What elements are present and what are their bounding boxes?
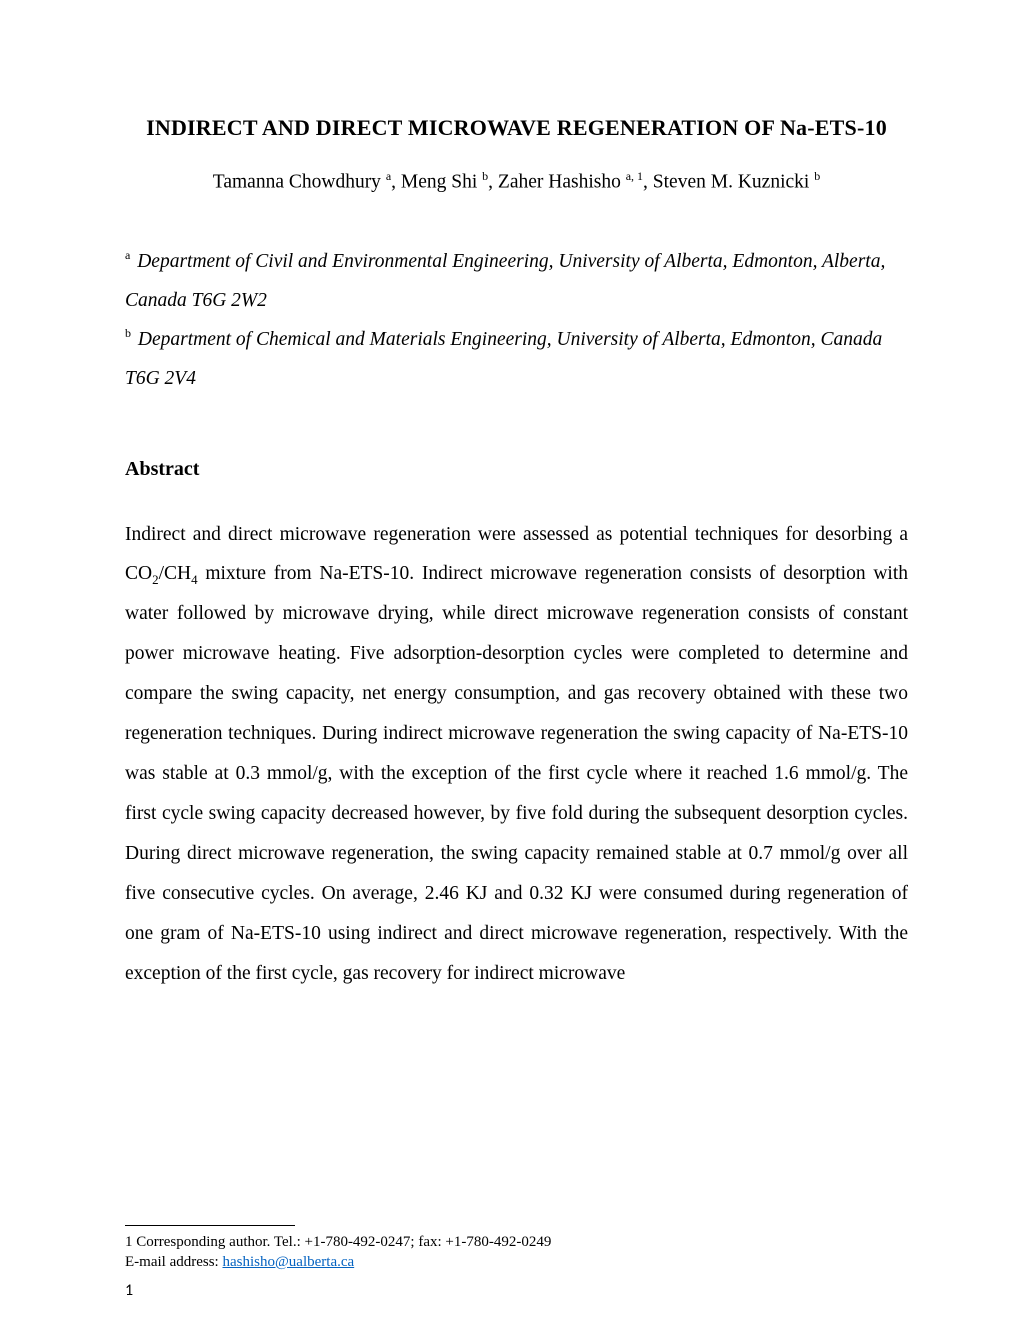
author-4-affil: b: [814, 169, 820, 183]
footnote-1: 1 Corresponding author. Tel.: +1-780-492…: [125, 1232, 908, 1252]
footnote-separator: [125, 1225, 295, 1226]
footnote-1-text: Corresponding author. Tel.: +1-780-492-0…: [133, 1234, 552, 1250]
paper-title: INDIRECT AND DIRECT MICROWAVE REGENERATI…: [125, 115, 908, 141]
author-1: Tamanna Chowdhury: [213, 172, 386, 193]
affiliation-b-text: Department of Chemical and Materials Eng…: [125, 329, 882, 389]
footnote-email-link[interactable]: hashisho@ualberta.ca: [222, 1254, 354, 1270]
affiliation-b: b Department of Chemical and Materials E…: [125, 320, 908, 398]
authors-line: Tamanna Chowdhury a, Meng Shi b, Zaher H…: [125, 169, 908, 194]
affiliation-a: a Department of Civil and Environmental …: [125, 242, 908, 320]
footnote-1-marker: 1: [125, 1234, 133, 1250]
footnotes: 1 Corresponding author. Tel.: +1-780-492…: [125, 1225, 908, 1273]
affiliation-a-sup: a: [125, 248, 130, 262]
author-sep-1: , Meng Shi: [391, 172, 482, 193]
author-3-affil: a, 1: [626, 169, 643, 183]
abstract-text-2: /CH: [159, 563, 192, 584]
footnote-2-label: E-mail address:: [125, 1254, 222, 1270]
affiliation-b-sup: b: [125, 326, 131, 340]
abstract-text-3: mixture from Na-ETS-10. Indirect microwa…: [125, 563, 908, 984]
page: INDIRECT AND DIRECT MICROWAVE REGENERATI…: [0, 0, 1020, 1320]
page-number: 1: [125, 1281, 133, 1300]
author-sep-2: , Zaher Hashisho: [488, 172, 626, 193]
affiliation-a-text: Department of Civil and Environmental En…: [125, 251, 885, 311]
author-sep-3: , Steven M. Kuznicki: [643, 172, 814, 193]
affiliations: a Department of Civil and Environmental …: [125, 242, 908, 398]
abstract-heading: Abstract: [125, 458, 908, 481]
footnote-2: E-mail address: hashisho@ualberta.ca: [125, 1252, 908, 1272]
abstract-body: Indirect and direct microwave regenerati…: [125, 515, 908, 995]
